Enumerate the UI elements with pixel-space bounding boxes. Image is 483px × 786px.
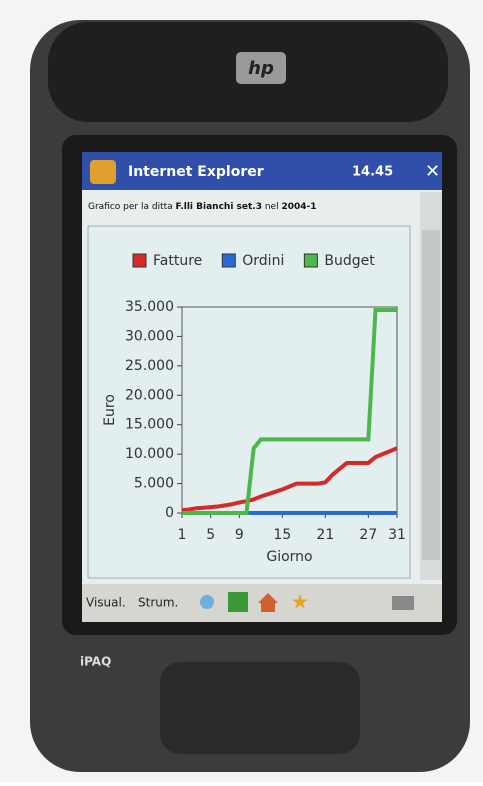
plot-area xyxy=(182,307,397,513)
legend-swatch xyxy=(222,254,235,267)
scroll-thumb[interactable] xyxy=(422,230,440,560)
device-photo: hp Internet Explorer 14.45 ✕ Grafico per… xyxy=(0,0,483,782)
period: 2004-1 xyxy=(281,202,316,212)
x-tick-label: 15 xyxy=(273,527,291,543)
legend-label: Fatture xyxy=(153,253,202,269)
menu-visual[interactable]: Visual. xyxy=(86,596,126,610)
caption-mid: nel xyxy=(262,202,281,212)
close-button[interactable]: ✕ xyxy=(425,161,440,182)
brand: iPAQ xyxy=(80,655,111,669)
y-tick-label: 0 xyxy=(165,505,174,521)
y-tick-label: 35.000 xyxy=(125,299,174,315)
x-tick-label: 9 xyxy=(235,527,244,543)
y-axis-label: Euro xyxy=(102,394,118,426)
favorites-icon[interactable]: ★ xyxy=(291,590,309,614)
y-tick-label: 15.000 xyxy=(125,417,174,433)
keyboard-icon[interactable] xyxy=(392,596,414,610)
back-icon[interactable] xyxy=(200,595,214,609)
y-tick-label: 30.000 xyxy=(125,328,174,344)
legend-swatch xyxy=(133,254,146,267)
legend-label: Budget xyxy=(324,253,375,269)
x-tick-label: 1 xyxy=(178,527,187,543)
y-tick-label: 5.000 xyxy=(134,476,174,492)
x-axis-label: Giorno xyxy=(266,549,312,565)
x-tick-label: 31 xyxy=(388,527,406,543)
y-tick-label: 20.000 xyxy=(125,387,174,403)
x-tick-label: 5 xyxy=(206,527,215,543)
refresh-icon[interactable] xyxy=(228,592,248,612)
logo: hp xyxy=(248,58,274,79)
legend-swatch xyxy=(304,254,317,267)
browser-title: Internet Explorer xyxy=(128,164,264,180)
menu-tools[interactable]: Strum. xyxy=(138,596,178,610)
y-tick-label: 10.000 xyxy=(125,446,174,462)
caption-prefix: Grafico per la ditta xyxy=(88,202,176,212)
page: {"device": {"logo": "hp", "brand": "iPAQ… xyxy=(0,0,483,782)
x-tick-label: 21 xyxy=(316,527,334,543)
y-tick-label: 25.000 xyxy=(125,358,174,374)
legend-label: Ordini xyxy=(242,253,284,269)
start-button[interactable] xyxy=(90,160,116,184)
x-tick-label: 27 xyxy=(359,527,377,543)
caption: Grafico per la ditta F.lli Bianchi set.3… xyxy=(88,202,317,212)
company: F.lli Bianchi set.3 xyxy=(176,202,262,212)
nav-pad[interactable] xyxy=(160,662,360,754)
clock: 14.45 xyxy=(352,165,393,180)
